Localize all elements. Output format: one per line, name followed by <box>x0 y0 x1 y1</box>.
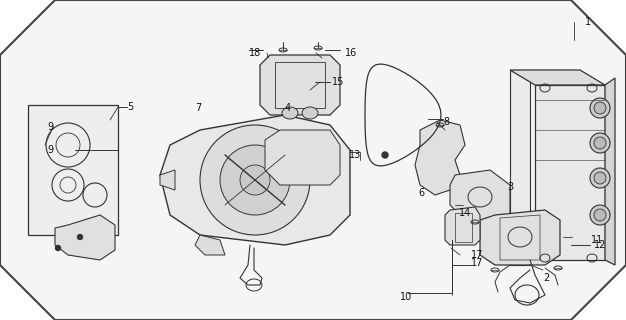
Polygon shape <box>415 120 465 195</box>
Polygon shape <box>55 215 115 260</box>
Ellipse shape <box>594 209 606 221</box>
Text: 11: 11 <box>591 235 603 245</box>
Polygon shape <box>195 235 225 255</box>
Polygon shape <box>480 210 560 265</box>
Bar <box>28 105 118 235</box>
Text: 12: 12 <box>594 240 607 250</box>
Polygon shape <box>510 70 530 265</box>
Text: 3: 3 <box>507 182 513 192</box>
Ellipse shape <box>200 125 310 235</box>
Text: 6: 6 <box>418 188 424 198</box>
Text: 17: 17 <box>471 258 483 268</box>
Ellipse shape <box>590 205 610 225</box>
Polygon shape <box>160 115 350 245</box>
Text: 5: 5 <box>127 102 133 112</box>
Polygon shape <box>535 85 605 260</box>
Text: 10: 10 <box>400 292 413 302</box>
Text: 13: 13 <box>349 150 361 160</box>
Ellipse shape <box>282 107 298 119</box>
Ellipse shape <box>590 98 610 118</box>
Text: 7: 7 <box>195 103 201 113</box>
Text: 14: 14 <box>459 208 471 218</box>
Text: 1: 1 <box>585 17 591 27</box>
Ellipse shape <box>594 172 606 184</box>
Polygon shape <box>265 130 340 185</box>
Circle shape <box>382 152 388 158</box>
Text: 9: 9 <box>47 145 53 155</box>
Polygon shape <box>445 207 480 245</box>
Circle shape <box>56 245 61 251</box>
Text: 2: 2 <box>543 273 549 283</box>
Polygon shape <box>450 170 510 225</box>
Ellipse shape <box>302 107 318 119</box>
Circle shape <box>78 235 83 239</box>
Ellipse shape <box>220 145 290 215</box>
Text: 9: 9 <box>47 122 53 132</box>
Ellipse shape <box>240 165 270 195</box>
Ellipse shape <box>590 133 610 153</box>
Polygon shape <box>605 78 615 265</box>
Polygon shape <box>160 170 175 190</box>
Text: 17: 17 <box>471 250 483 260</box>
Ellipse shape <box>594 102 606 114</box>
Text: 16: 16 <box>345 48 357 58</box>
Text: 15: 15 <box>332 77 344 87</box>
Polygon shape <box>260 55 340 115</box>
Ellipse shape <box>590 168 610 188</box>
Ellipse shape <box>594 137 606 149</box>
Text: 8: 8 <box>443 117 449 127</box>
Text: 4: 4 <box>285 103 291 113</box>
Text: 18: 18 <box>249 48 261 58</box>
Polygon shape <box>510 70 605 85</box>
